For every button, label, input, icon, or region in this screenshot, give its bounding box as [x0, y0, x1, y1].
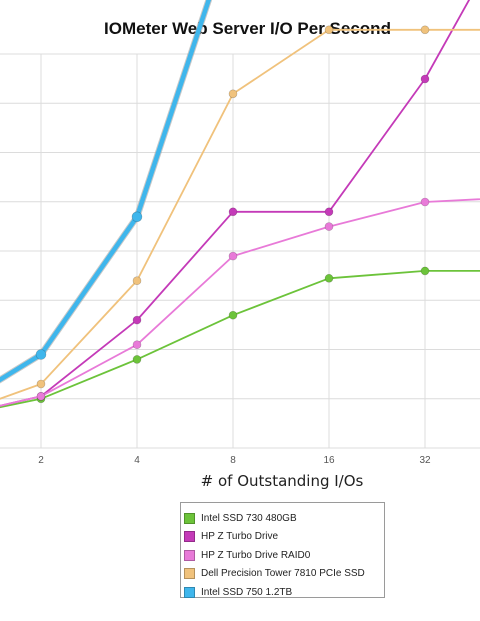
legend-item[interactable]: HP Z Turbo Drive RAID0	[184, 546, 384, 565]
data-point	[420, 25, 430, 35]
grid-lines	[0, 53, 480, 449]
legend-item[interactable]: Intel SSD 750 1.2TB	[184, 583, 384, 602]
data-point	[132, 340, 142, 350]
legend-swatch	[184, 512, 195, 524]
legend-label: Intel SSD 750 1.2TB	[201, 586, 293, 598]
data-point	[324, 207, 334, 217]
data-point	[131, 211, 143, 223]
legend-swatch	[184, 549, 195, 561]
series-line	[0, 270, 480, 409]
x-tick-label: 4	[134, 455, 140, 466]
series-group	[0, 0, 471, 407]
series-line	[0, 0, 471, 407]
data-point	[228, 310, 238, 320]
legend-label: Intel SSD 730 480GB	[201, 512, 297, 524]
legend-label: HP Z Turbo Drive	[201, 531, 279, 543]
legend-swatch	[184, 586, 195, 598]
data-point	[36, 379, 46, 389]
data-point	[228, 251, 238, 261]
x-tick-label: 32	[419, 455, 431, 466]
data-point	[324, 222, 334, 231]
legend-label: HP Z Turbo Drive RAID0	[201, 549, 311, 561]
data-point	[35, 349, 47, 360]
data-point	[132, 276, 142, 286]
chart-title: IOMeter Web Server I/O Per Second	[104, 19, 391, 38]
legend: Intel SSD 730 480GB HP Z Turbo Drive HP …	[180, 502, 385, 598]
data-point	[132, 315, 142, 325]
x-tick-label: 2	[38, 455, 44, 466]
legend-swatch	[184, 568, 195, 580]
series-line	[0, 28, 480, 400]
x-tick-labels: 2 4 8 16 32	[38, 455, 431, 466]
series-group	[0, 25, 480, 400]
data-point	[228, 207, 238, 217]
legend-item[interactable]: HP Z Turbo Drive	[184, 528, 384, 547]
data-point	[324, 25, 334, 35]
data-point	[228, 89, 238, 99]
data-point	[420, 74, 430, 84]
legend-label: Dell Precision Tower 7810 PCIe SSD	[201, 568, 365, 580]
data-point	[420, 266, 430, 276]
legend-item[interactable]: Intel SSD 730 480GB	[184, 509, 384, 528]
data-point	[36, 391, 46, 401]
line-chart: 2 4 8 16 32	[0, 0, 480, 466]
data-point	[132, 355, 142, 364]
x-tick-label: 16	[323, 455, 335, 466]
series-group	[0, 197, 480, 407]
data-point	[324, 273, 334, 283]
data-point	[420, 197, 430, 207]
x-tick-label: 8	[230, 455, 236, 466]
legend-item[interactable]: Dell Precision Tower 7810 PCIe SSD	[184, 565, 384, 584]
series-group	[0, 0, 213, 384]
legend-swatch	[184, 531, 195, 543]
x-axis-title: # of Outstanding I/Os	[200, 472, 364, 490]
series-layer	[0, 0, 480, 409]
